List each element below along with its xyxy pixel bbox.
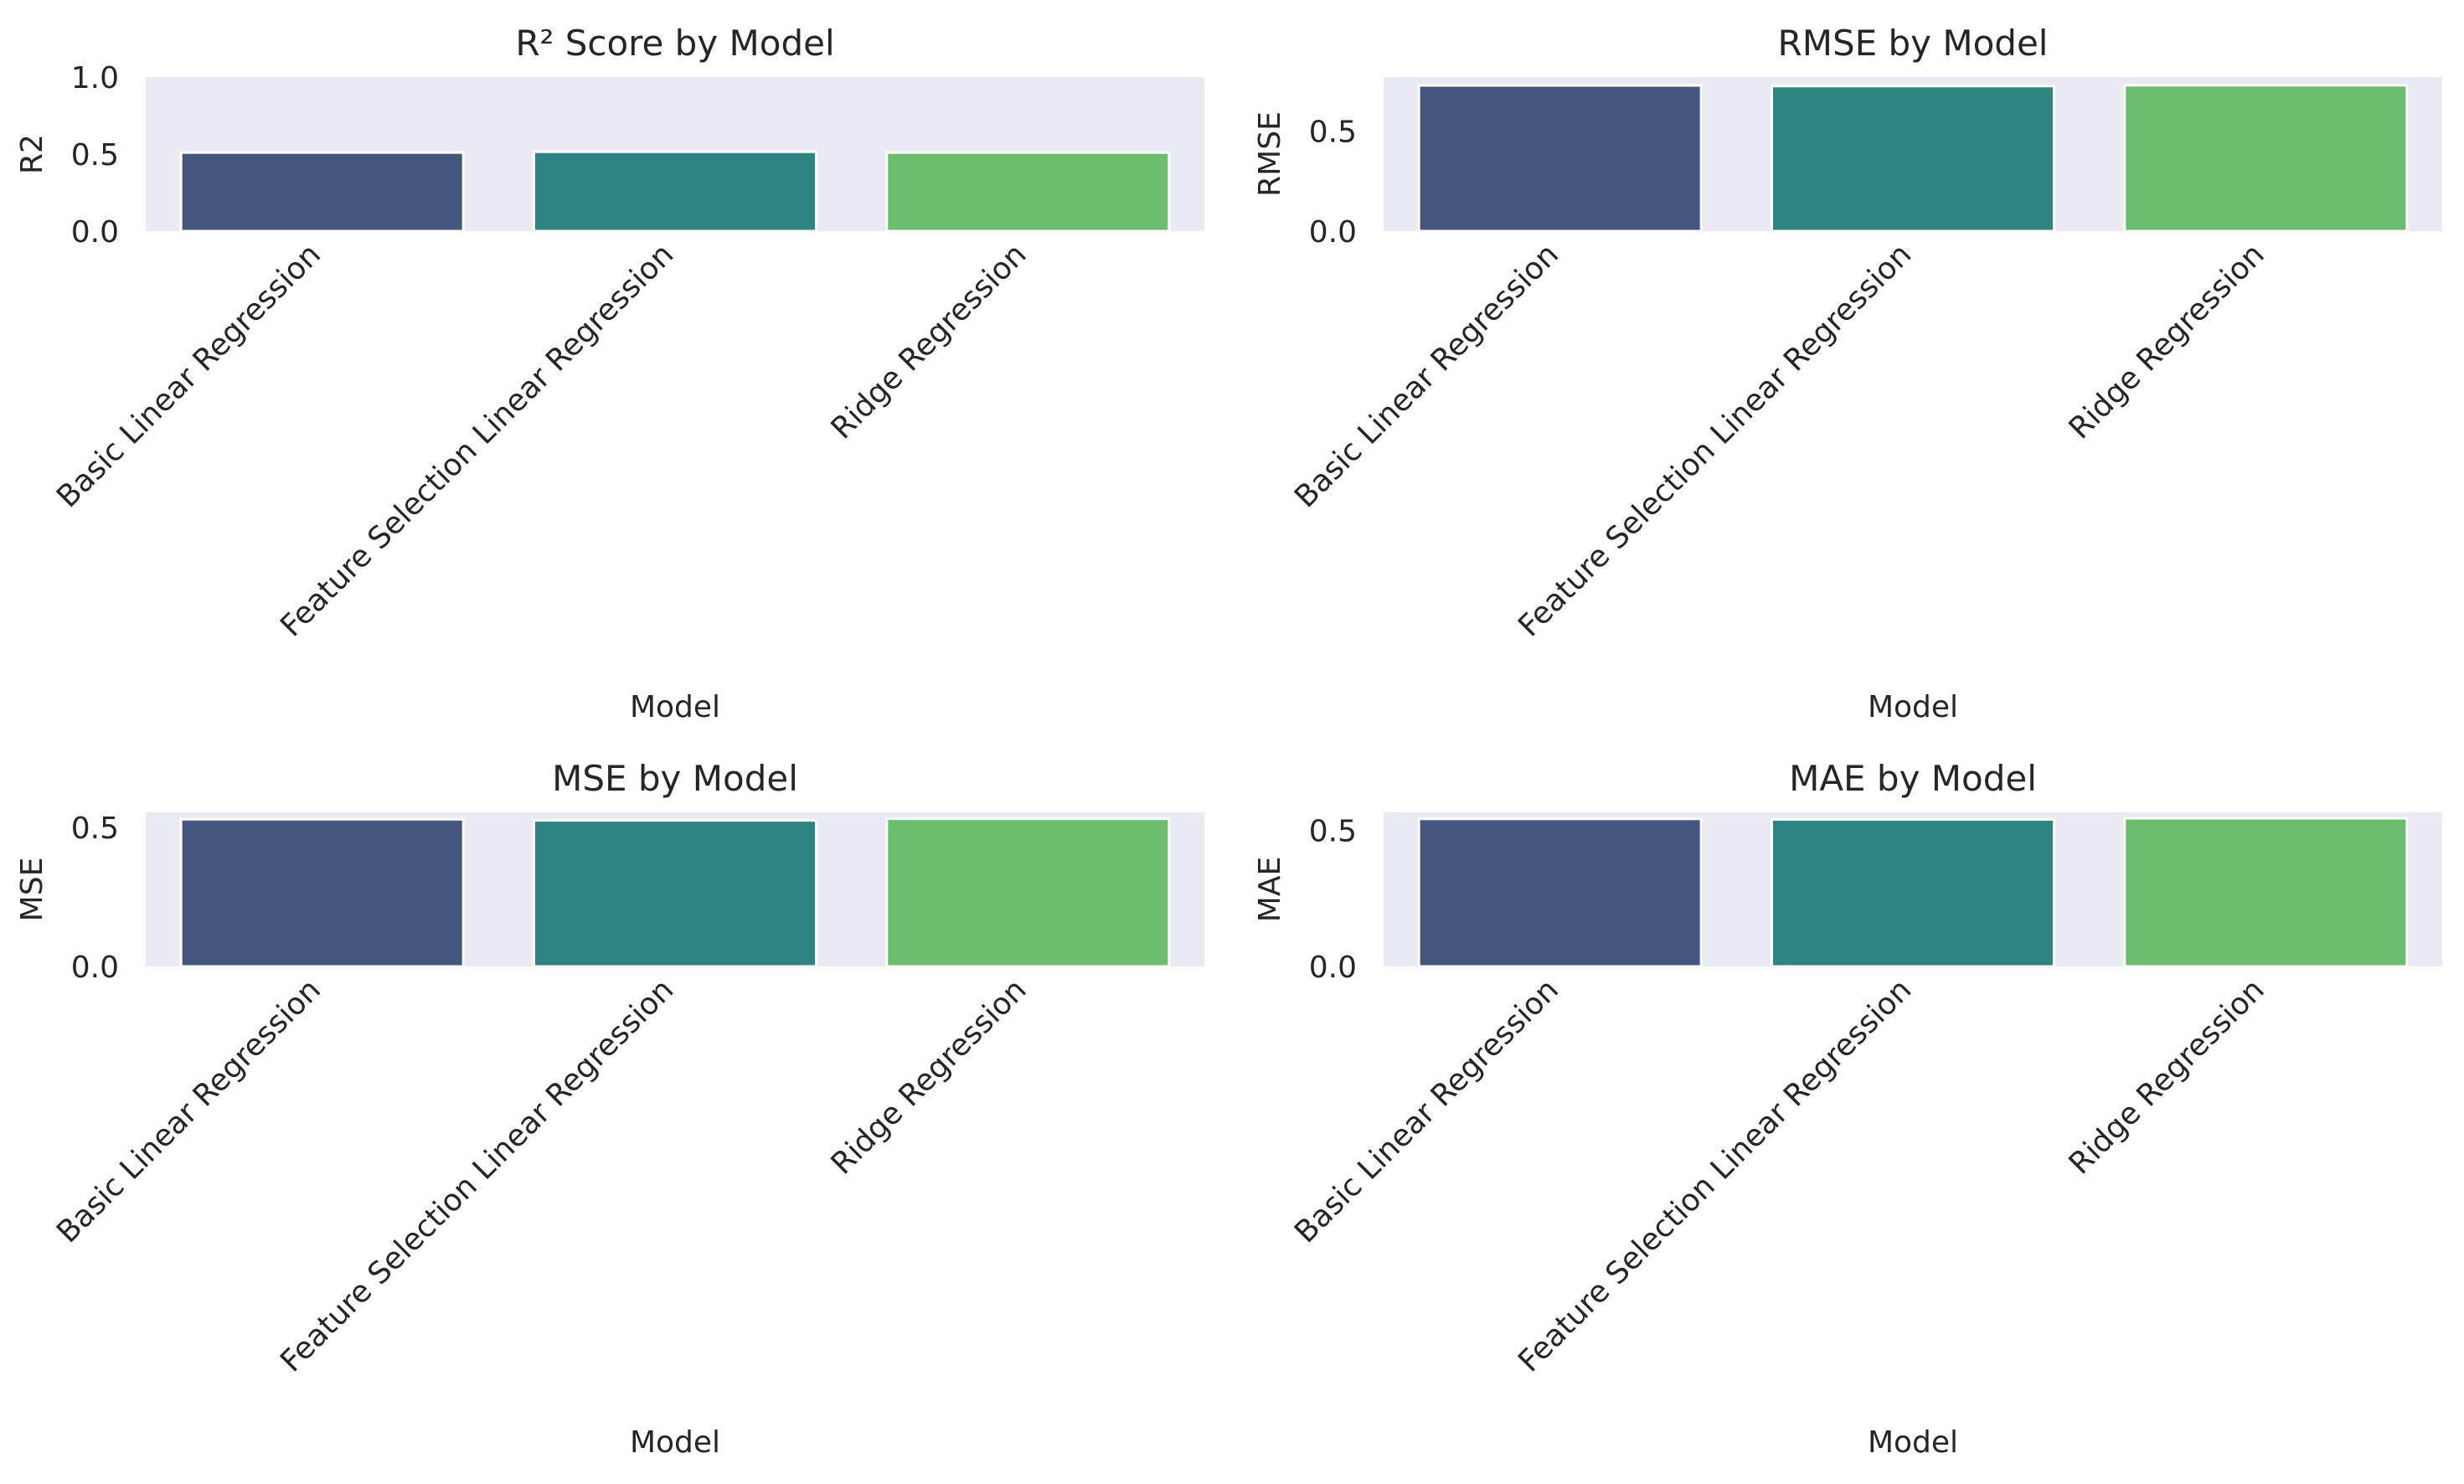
y-tick-label: 0.0	[1309, 215, 1357, 250]
bar	[1770, 817, 2056, 968]
y-tick-label: 0.0	[71, 951, 119, 985]
y-axis-label: MAE	[1253, 857, 1287, 922]
y-tick-label: 1.0	[71, 61, 119, 95]
bar	[2123, 84, 2409, 233]
bar	[532, 819, 818, 968]
x-tick-label: Ridge Regression	[825, 237, 1034, 446]
y-tick-label: 0.5	[71, 138, 119, 173]
chart-title: RMSE by Model	[1778, 23, 2049, 64]
x-tick-label: Feature Selection Linear Regression	[274, 237, 680, 643]
x-tick-label: Feature Selection Linear Regression	[1512, 237, 1918, 643]
bar	[1770, 85, 2056, 233]
x-tick-label: Basic Linear Regression	[50, 237, 327, 514]
chart-title: MSE by Model	[552, 758, 798, 799]
y-axis-label: RMSE	[1253, 111, 1287, 197]
bar	[1417, 84, 1703, 233]
x-tick-label: Ridge Regression	[2063, 972, 2271, 1181]
x-tick-label: Basic Linear Regression	[50, 972, 327, 1250]
chart-title: R² Score by Model	[515, 23, 834, 64]
bar	[179, 817, 465, 968]
bar	[885, 817, 1171, 968]
chart-title: MAE by Model	[1789, 758, 2037, 799]
x-tick-label: Ridge Regression	[825, 972, 1034, 1181]
bar	[179, 151, 465, 233]
y-tick-label: 0.0	[1309, 951, 1357, 985]
y-axis-label: R2	[15, 134, 49, 174]
x-axis-label: Model	[630, 690, 720, 724]
x-tick-label: Basic Linear Regression	[1288, 972, 1565, 1250]
x-tick-label: Basic Linear Regression	[1288, 237, 1565, 514]
x-tick-label: Feature Selection Linear Regression	[1512, 972, 1918, 1378]
x-tick-label: Feature Selection Linear Regression	[274, 972, 680, 1378]
bar	[1417, 817, 1703, 968]
x-axis-label: Model	[630, 1425, 720, 1460]
bar	[885, 151, 1171, 233]
x-axis-label: Model	[1868, 690, 1958, 724]
bar	[532, 150, 818, 233]
bar	[2123, 817, 2409, 968]
y-tick-label: 0.5	[71, 812, 119, 846]
x-tick-label: Ridge Regression	[2063, 237, 2271, 446]
y-tick-label: 0.5	[1309, 116, 1357, 150]
x-axis-label: Model	[1868, 1425, 1958, 1460]
y-tick-label: 0.0	[71, 215, 119, 250]
chart-panel-1: 0.0 0.5 1.0 Basic Linear RegressionFeature …	[15, 23, 1204, 724]
y-axis-label: MSE	[15, 858, 49, 922]
y-tick-label: 0.5	[1309, 815, 1357, 849]
